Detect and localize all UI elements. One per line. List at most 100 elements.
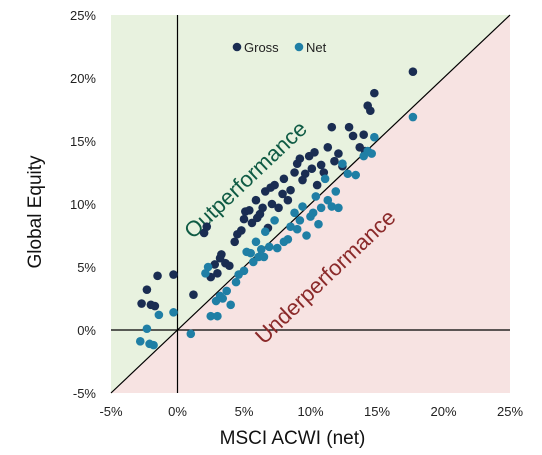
net-point xyxy=(251,237,261,247)
net-point xyxy=(292,224,302,234)
gross-series xyxy=(137,67,418,311)
x-axis-title: MSCI ACWI (net) xyxy=(220,428,366,449)
y-tick-label: 25% xyxy=(70,8,96,23)
net-point xyxy=(311,192,321,201)
net-point xyxy=(154,310,164,320)
net-point xyxy=(295,216,305,225)
y-tick-label: 5% xyxy=(77,260,96,275)
gross-point xyxy=(366,106,375,116)
gross-point xyxy=(137,299,146,308)
net-point xyxy=(246,248,255,258)
net-point xyxy=(367,149,376,158)
net-point xyxy=(286,222,295,231)
net-point xyxy=(314,219,323,229)
x-tick-label: 20% xyxy=(430,404,456,419)
net-point xyxy=(334,203,343,213)
net-point xyxy=(256,245,266,254)
gross-point xyxy=(213,269,222,278)
net-point xyxy=(264,242,274,252)
net-point xyxy=(327,202,337,211)
gross-point xyxy=(323,143,333,152)
gross-point xyxy=(217,250,226,259)
net-point xyxy=(218,294,228,303)
gross-point xyxy=(312,180,322,190)
y-tick-label: 20% xyxy=(70,71,96,86)
net-point xyxy=(290,208,299,218)
net-point xyxy=(338,159,347,168)
gross-point xyxy=(150,301,160,311)
net-point xyxy=(351,170,361,180)
gross-point xyxy=(310,148,319,157)
gross-point xyxy=(290,168,299,177)
gross-point xyxy=(278,189,287,199)
net-point xyxy=(283,234,293,244)
gross-point xyxy=(370,88,379,98)
net-point xyxy=(302,231,311,240)
gross-point xyxy=(169,270,178,279)
x-tick-label: 25% xyxy=(497,404,523,419)
gross-point xyxy=(334,149,343,158)
parity-diagonal-line xyxy=(110,14,511,394)
net-point xyxy=(135,337,145,346)
gross-point xyxy=(344,122,354,132)
gross-point xyxy=(153,271,162,281)
net-point xyxy=(186,329,196,339)
gross-point xyxy=(251,195,261,205)
legend-net-label: Net xyxy=(306,40,327,55)
gross-point xyxy=(327,122,337,132)
net-point xyxy=(298,202,307,211)
x-tick-label: 10% xyxy=(297,404,323,419)
y-tick-label: -5% xyxy=(73,386,97,401)
gross-point xyxy=(348,131,358,141)
gross-point xyxy=(267,199,277,209)
net-point xyxy=(226,300,235,310)
gross-point xyxy=(202,222,212,231)
gross-point xyxy=(408,67,418,76)
net-point xyxy=(142,324,152,334)
gross-point xyxy=(245,206,254,215)
x-tick-label: -5% xyxy=(99,404,123,419)
net-point xyxy=(213,311,222,321)
gross-point xyxy=(295,154,305,163)
net-point xyxy=(343,169,353,179)
x-axis-ticks: -5% 0% 5% 10% 15% 20% 25% xyxy=(99,404,523,419)
y-tick-label: 0% xyxy=(77,323,96,338)
gross-point xyxy=(274,203,283,213)
gross-point xyxy=(230,237,239,247)
net-point xyxy=(331,187,341,196)
gross-point xyxy=(359,130,369,139)
y-axis-ticks: -5% 0% 5% 10% 15% 20% 25% xyxy=(70,8,96,401)
gross-point xyxy=(225,261,234,271)
gross-point xyxy=(210,260,220,269)
legend-gross-label: Gross xyxy=(244,40,279,55)
gross-point xyxy=(189,290,198,300)
gross-point xyxy=(286,185,295,195)
gross-point xyxy=(258,203,267,213)
net-point xyxy=(323,195,333,205)
net-point xyxy=(260,227,270,237)
legend-gross-marker xyxy=(232,42,242,52)
x-tick-label: 15% xyxy=(364,404,390,419)
net-point xyxy=(222,286,232,296)
gross-point xyxy=(283,195,293,205)
x-tick-label: 5% xyxy=(235,404,254,419)
net-point xyxy=(206,311,216,321)
net-point xyxy=(203,262,213,272)
gross-point xyxy=(270,180,279,190)
net-point xyxy=(320,174,330,184)
gross-point xyxy=(316,160,326,170)
net-series xyxy=(135,112,418,350)
net-point xyxy=(316,203,326,213)
legend: Gross Net xyxy=(232,40,327,55)
legend-net-marker xyxy=(294,42,304,52)
gross-point xyxy=(239,214,249,224)
net-point xyxy=(308,208,318,218)
net-point xyxy=(239,266,249,276)
net-point xyxy=(272,243,282,253)
gross-point xyxy=(330,156,339,166)
y-tick-label: 10% xyxy=(70,197,96,212)
net-point xyxy=(270,216,279,225)
net-point xyxy=(370,132,379,142)
gross-point xyxy=(142,285,152,294)
gross-point xyxy=(307,164,317,174)
